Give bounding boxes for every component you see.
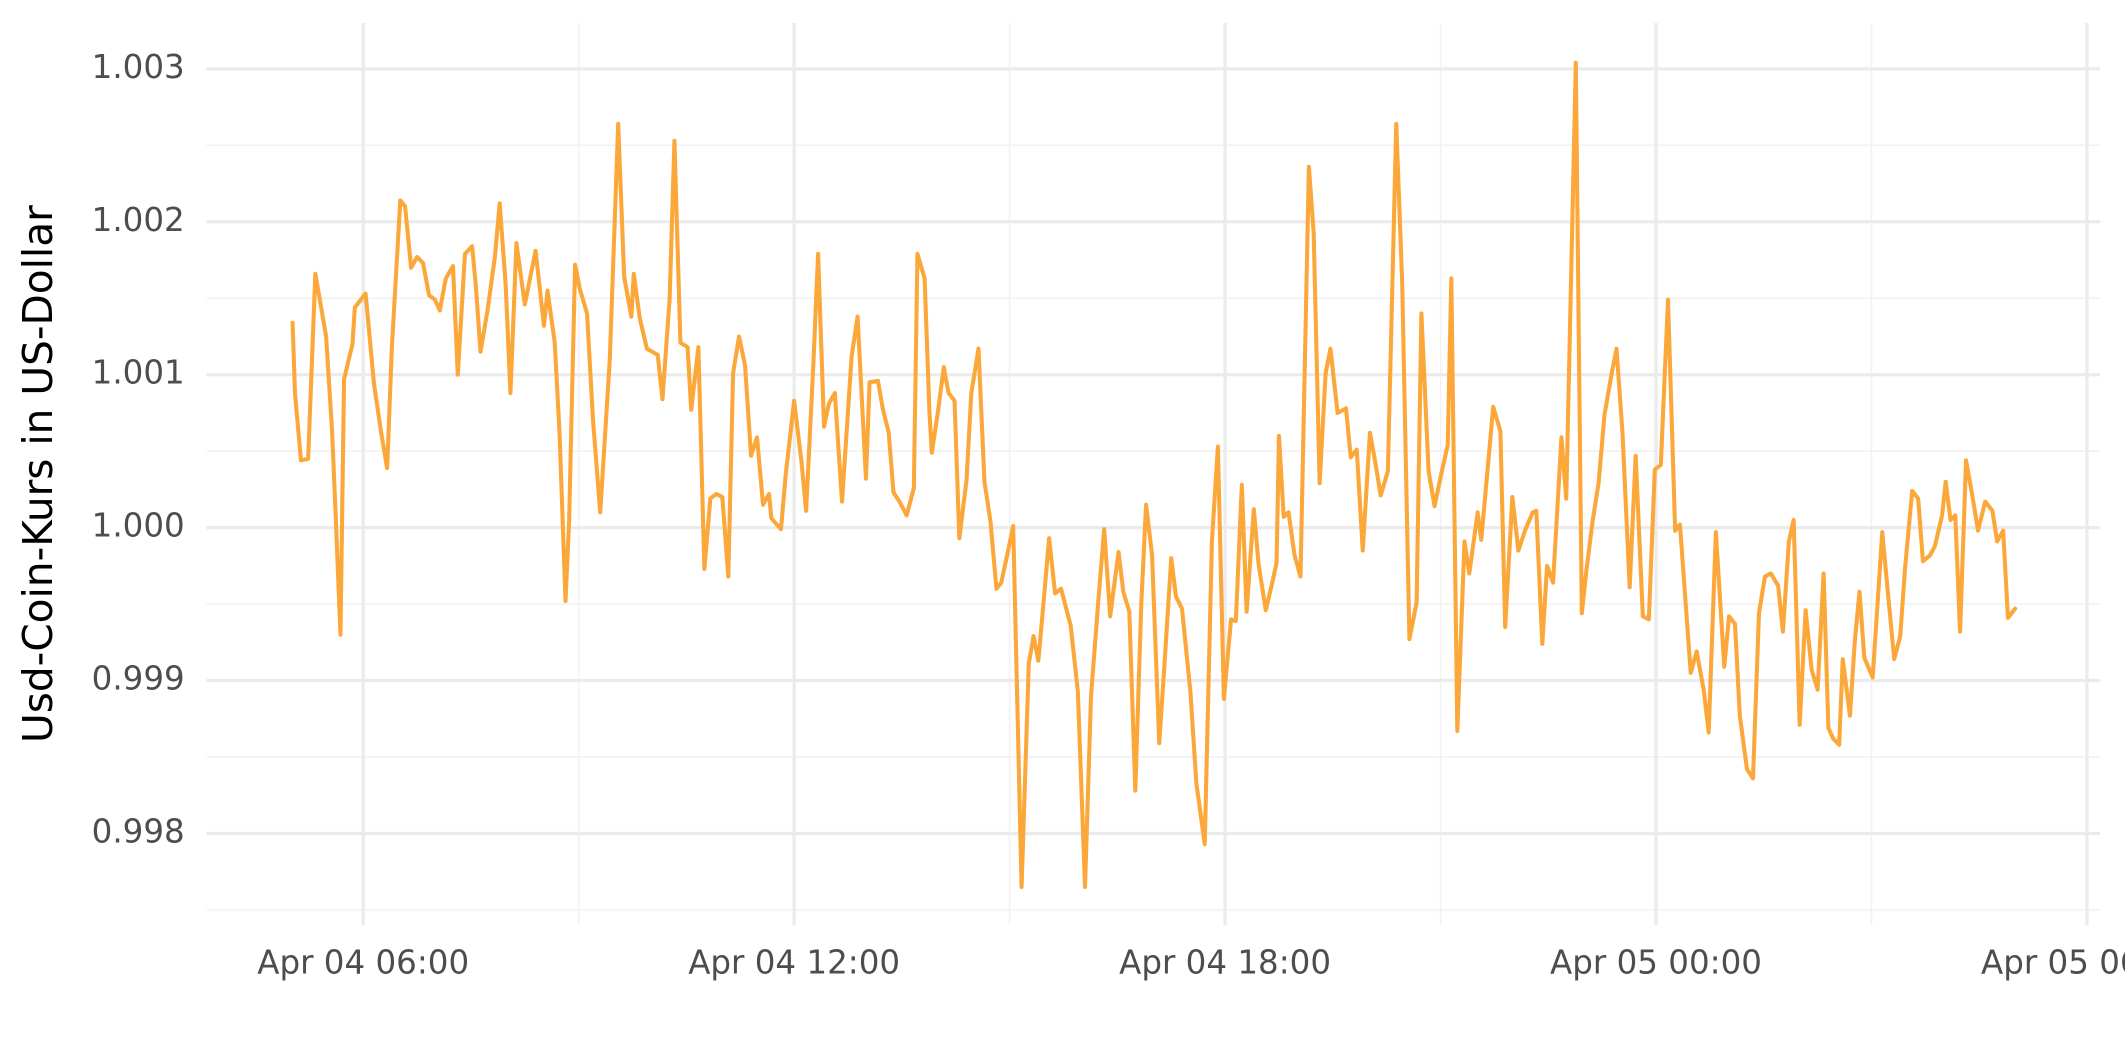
plot [290,60,2018,889]
grid [206,23,2101,926]
x-tick-label: Apr 04 12:00 [688,943,900,981]
y-tick-label: 0.999 [92,660,185,698]
x-tick-label: Apr 04 18:00 [1119,943,1331,981]
x-tick-label: Apr 05 00:00 [1550,943,1762,981]
y-tick-label: 1.002 [92,201,185,239]
x-tick-label: Apr 04 06:00 [257,943,469,981]
y-tick-label: 0.998 [92,812,185,850]
line-series [290,60,2018,889]
y-axis-title: Usd-Coin-Kurs in US-Dollar [14,205,62,743]
y-tick-label: 1.001 [92,354,185,392]
y-tick-label: 1.003 [92,48,185,86]
x-tick-label: Apr 05 06:00 [1981,943,2125,981]
y-tick-label: 1.000 [92,507,185,545]
